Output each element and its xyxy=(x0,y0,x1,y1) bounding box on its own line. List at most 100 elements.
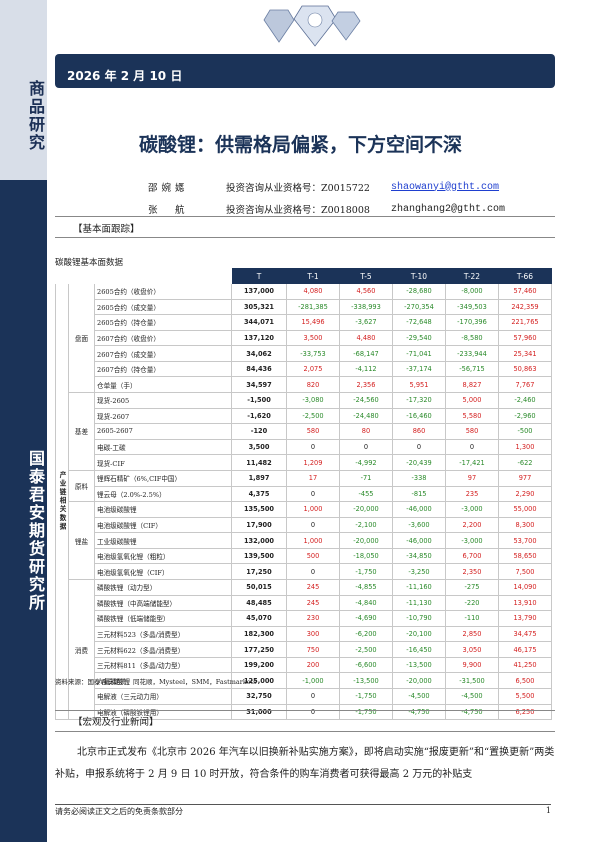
change-value-cell: 235 xyxy=(445,485,499,503)
author-email-link[interactable]: shaowanyi@gtht.com xyxy=(391,181,500,193)
change-value-cell: 6,500 xyxy=(498,672,552,690)
change-value-cell: 57,460 xyxy=(498,283,552,300)
category-label: 锂盐 xyxy=(68,501,95,580)
table-body: 产业链相关数据 盘面 2605合约（收盘价） 137,000 4,080 4,560 -28… xyxy=(55,282,552,721)
header xyxy=(47,0,595,90)
change-value-cell: -10,790 xyxy=(392,610,446,627)
footer: 请务必阅读正文之后的免责条款部分 1 xyxy=(55,806,551,817)
table-row: 三元材料622（多晶/消费型） 177,250 750 -2,500 -16,450 3,… xyxy=(56,641,552,658)
change-value-cell: 5,000 xyxy=(445,392,499,409)
change-value-cell: 500 xyxy=(286,547,340,565)
change-value-cell: 25,341 xyxy=(498,345,552,362)
table-row: 电碳-工碳 3,500 0 0 0 0 1,300 xyxy=(56,438,552,456)
current-value-cell: 34,597 xyxy=(231,376,287,394)
table-row: 现货-CIF 11,482 1,209 -4,992 -20,439 -17,421 -62… xyxy=(56,454,552,471)
table-row: 六氟磷酸锂 125,000 -1,000 -13,500 -20,000 -31,500 6… xyxy=(56,672,552,690)
change-value-cell: -20,000 xyxy=(339,501,393,518)
change-value-cell: -28,680 xyxy=(392,283,446,300)
column-header: T-66 xyxy=(498,268,552,284)
indicator-name: 2607合约（持仓量） xyxy=(94,360,232,378)
table-row: 消费 磷酸铁锂（动力型） 50,015 245 -4,855 -11,160 -275 14,… xyxy=(56,578,552,721)
change-value-cell: -2,960 xyxy=(498,407,552,425)
change-value-cell: 1,000 xyxy=(286,501,340,518)
indicator-name: 三元材料622（多晶/消费型） xyxy=(94,641,232,658)
change-value-cell: 820 xyxy=(286,376,340,394)
current-value-cell: -1,500 xyxy=(231,392,287,409)
change-value-cell: -6,200 xyxy=(339,625,393,643)
author-name: 邵婉嫕 xyxy=(148,183,189,194)
section-divider xyxy=(55,731,555,732)
change-value-cell: 97 xyxy=(445,469,499,487)
current-value-cell: 132,000 xyxy=(231,532,287,549)
change-value-cell: 0 xyxy=(286,688,340,705)
source-note: 资料来源：国泰君安期货，同花顺，Mysteel，SMM，Fastmarkets xyxy=(55,678,257,686)
change-value-cell: -3,000 xyxy=(445,501,499,518)
change-value-cell: 2,850 xyxy=(445,625,499,643)
footer-divider xyxy=(55,804,551,805)
category-label: 原料 xyxy=(68,469,95,503)
change-value-cell: -71,041 xyxy=(392,345,446,362)
change-value-cell: 58,650 xyxy=(498,547,552,565)
table-row: 2607合约（收盘价） 137,120 3,500 4,480 -29,540 -8,58… xyxy=(56,329,552,347)
indicator-name: 现货-2607 xyxy=(94,407,232,425)
change-value-cell: -31,500 xyxy=(445,672,499,690)
change-value-cell: 245 xyxy=(286,578,340,596)
change-value-cell: -815 xyxy=(392,485,446,503)
column-header: T-1 xyxy=(286,268,340,284)
table-row: 三元材料523（多晶/消费型） 182,300 300 -6,200 -20,100 2,… xyxy=(56,625,552,643)
change-value-cell: -349,503 xyxy=(445,298,499,316)
change-value-cell: 1,300 xyxy=(498,438,552,456)
change-value-cell: 4,560 xyxy=(339,283,393,300)
change-value-cell: -2,100 xyxy=(339,516,393,534)
change-value-cell: 580 xyxy=(286,423,340,440)
change-value-cell: 9,900 xyxy=(445,656,499,674)
table-row: 电池级碳酸锂（CIF） 17,900 0 -2,100 -3,600 2,200 8,300 xyxy=(56,516,552,534)
change-value-cell: -20,439 xyxy=(392,454,446,471)
change-value-cell: 0 xyxy=(392,438,446,456)
indicator-name: 电碳-工碳 xyxy=(94,438,232,456)
author-license: 投资咨询从业资格号：Z0015722 xyxy=(226,183,370,194)
change-value-cell: -1,750 xyxy=(339,703,393,721)
change-value-cell: -2,460 xyxy=(498,392,552,409)
change-value-cell: -17,320 xyxy=(392,392,446,409)
change-value-cell: 57,960 xyxy=(498,329,552,347)
change-value-cell: 0 xyxy=(339,438,393,456)
change-value-cell: -4,750 xyxy=(445,703,499,721)
date-banner: 2026 年 2 月 10 日 xyxy=(55,54,555,88)
author-row: 张 航 投资咨询从业资格号：Z0018008 zhanghang2@gtht.c… xyxy=(148,198,505,220)
change-value-cell: -72,648 xyxy=(392,314,446,331)
change-value-cell: 750 xyxy=(286,641,340,658)
table-row: 现货-2607 -1,620 -2,500 -24,480 -16,460 5,580 -2… xyxy=(56,407,552,425)
category-label: 基差 xyxy=(68,392,95,471)
indicator-name: 2605合约（成交量） xyxy=(94,298,232,316)
change-value-cell: -4,690 xyxy=(339,610,393,627)
change-value-cell: -4,840 xyxy=(339,594,393,612)
indicator-name: 锂云母（2.0%-2.5%） xyxy=(94,485,232,503)
change-value-cell: -46,000 xyxy=(392,501,446,518)
category-label: 消费 xyxy=(68,578,95,721)
change-value-cell: -3,250 xyxy=(392,563,446,580)
section-heading-news: 【宏观及行业新闻】 xyxy=(73,717,159,728)
change-value-cell: 3,500 xyxy=(286,329,340,347)
change-value-cell: -110 xyxy=(445,610,499,627)
change-value-cell: -20,000 xyxy=(339,532,393,549)
current-value-cell: 137,120 xyxy=(231,329,287,347)
change-value-cell: -1,750 xyxy=(339,688,393,705)
change-value-cell: 0 xyxy=(286,703,340,721)
current-value-cell: 3,500 xyxy=(231,438,287,456)
table-row: 锂云母（2.0%-2.5%） 4,375 0 -455 -815 235 2,290 xyxy=(56,485,552,503)
change-value-cell: -4,750 xyxy=(392,703,446,721)
indicator-name: 2607合约（成交量） xyxy=(94,345,232,362)
change-value-cell: 50,863 xyxy=(498,360,552,378)
section-heading-fundamentals: 【基本面跟踪】 xyxy=(73,224,140,235)
change-value-cell: -455 xyxy=(339,485,393,503)
change-value-cell: -16,460 xyxy=(392,407,446,425)
table-row: 磷酸铁锂（低端储能型） 45,070 230 -4,690 -10,790 -110 13,… xyxy=(56,610,552,627)
author-email: zhanghang2@gtht.com xyxy=(391,203,506,215)
current-value-cell: 1,897 xyxy=(231,469,287,487)
column-header: T-5 xyxy=(339,268,393,284)
industry-group-label: 产业链相关数据 xyxy=(55,282,69,721)
change-value-cell: -37,174 xyxy=(392,360,446,378)
table-row: 原料 锂辉石精矿（6%,CIF中国） 1,897 17 -71 -338 97 977 xyxy=(56,469,552,503)
change-value-cell: -220 xyxy=(445,594,499,612)
